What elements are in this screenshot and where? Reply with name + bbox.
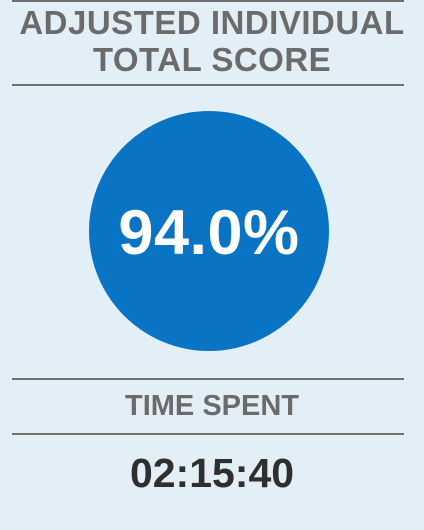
time-spent-value: 02:15:40 — [129, 450, 295, 496]
score-circle: 94.0% — [89, 111, 329, 351]
score-title-line-1: ADJUSTED INDIVIDUAL — [19, 4, 405, 41]
score-title-line-2: TOTAL SCORE — [92, 41, 332, 78]
score-title: ADJUSTED INDIVIDUAL TOTAL SCORE — [0, 4, 424, 78]
top-divider — [12, 0, 404, 2]
title-divider — [12, 84, 404, 86]
time-bottom-divider — [12, 433, 404, 435]
time-spent-label: TIME SPENT — [124, 390, 299, 422]
score-value: 94.0% — [118, 198, 300, 268]
time-top-divider — [12, 378, 404, 380]
